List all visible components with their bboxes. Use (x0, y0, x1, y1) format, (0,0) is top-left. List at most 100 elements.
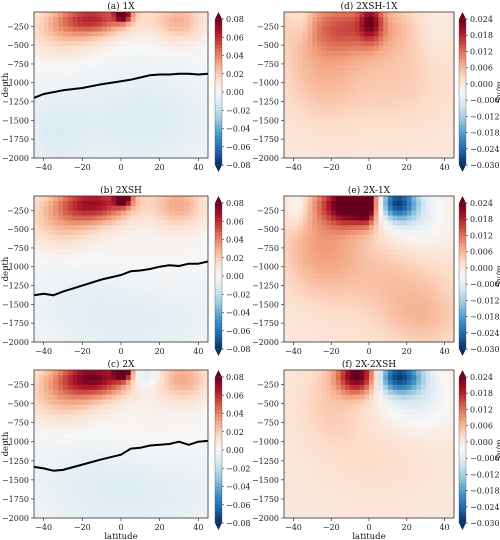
heatmap-cell (354, 104, 361, 110)
heatmap-cell (53, 488, 59, 494)
heatmap-cell (48, 50, 54, 57)
heatmap-cell (298, 269, 304, 275)
heatmap-cell (288, 312, 295, 319)
heatmap-cell (34, 513, 40, 519)
heatmap-cell (130, 85, 137, 91)
heatmap-cell (38, 283, 45, 290)
heatmap-cell (411, 153, 417, 159)
heatmap-cell (130, 322, 137, 328)
heatmap-cell (402, 89, 408, 96)
heatmap-cell (43, 293, 50, 299)
heatmap-cell (101, 239, 108, 246)
heatmap-cell (140, 312, 146, 319)
heatmap-cell (439, 60, 446, 67)
heatmap-cell (449, 80, 455, 86)
heatmap-cell (420, 133, 427, 140)
heatmap-cell (425, 153, 431, 159)
heatmap-cell (288, 41, 295, 47)
heatmap-cell (154, 153, 161, 159)
heatmap-cell (111, 414, 117, 420)
heatmap-cell (188, 473, 195, 480)
heatmap-cell (411, 114, 417, 120)
heatmap-cell (43, 46, 50, 52)
heatmap-cell (164, 399, 170, 406)
heatmap-cell (284, 293, 290, 299)
heatmap-cell (179, 244, 185, 251)
heatmap-cell (302, 317, 309, 324)
heatmap-cell (392, 119, 398, 125)
heatmap-cell (435, 75, 441, 81)
heatmap-cell (435, 46, 441, 52)
heatmap-cell (87, 104, 93, 110)
heatmap-cell (145, 65, 151, 71)
heatmap-cell (67, 399, 74, 406)
heatmap-cell (77, 128, 83, 135)
heatmap-cell (38, 220, 45, 226)
heatmap-cell (430, 133, 436, 140)
heatmap-cell (43, 478, 50, 485)
heatmap-cell (34, 16, 40, 23)
heatmap-cell (145, 41, 151, 47)
heatmap-cell (312, 225, 318, 231)
heatmap-cell (77, 513, 83, 519)
colorbar-segment (215, 243, 222, 248)
heatmap-cell (77, 498, 83, 504)
heatmap-cell (130, 429, 137, 435)
heatmap-cell (420, 109, 427, 115)
heatmap-cell (58, 463, 64, 470)
heatmap-cell (77, 453, 83, 460)
heatmap-cell (164, 244, 170, 251)
heatmap-cell (34, 80, 40, 86)
heatmap-cell (345, 80, 351, 86)
heatmap-cell (92, 434, 98, 440)
heatmap-cell (82, 75, 88, 81)
heatmap-cell (38, 94, 45, 101)
heatmap-cell (140, 394, 146, 401)
heatmap-cell (449, 133, 455, 140)
heatmap-cell (130, 332, 137, 338)
heatmap-cell (302, 307, 309, 314)
heatmap-cell (193, 50, 199, 57)
heatmap-cell (321, 16, 328, 23)
heatmap-cell (402, 119, 408, 125)
heatmap-cell (34, 210, 40, 217)
heatmap-cell (307, 109, 313, 115)
heatmap-cell (169, 153, 175, 159)
heatmap-cell (38, 278, 45, 285)
heatmap-cell (72, 200, 79, 207)
heatmap-cell (53, 370, 59, 376)
heatmap-cell (397, 143, 403, 149)
heatmap-cell (58, 384, 64, 391)
heatmap-cell (63, 46, 69, 52)
heatmap-cell (63, 307, 69, 314)
heatmap-cell (164, 104, 170, 110)
heatmap-cell (121, 498, 127, 504)
heatmap-cell (43, 16, 50, 23)
heatmap-cell (164, 205, 170, 212)
heatmap-cell (150, 133, 156, 140)
heatmap-cell (392, 70, 398, 76)
heatmap-cell (307, 153, 313, 159)
heatmap-cell (87, 36, 93, 42)
heatmap-cell (179, 478, 185, 485)
heatmap-cell (411, 143, 417, 149)
heatmap-cell (307, 55, 313, 62)
heatmap-cell (77, 414, 83, 420)
heatmap-cell (101, 409, 108, 415)
heatmap-cell (48, 138, 54, 144)
heatmap-cell (364, 55, 370, 62)
colorbar-segment (215, 391, 222, 396)
heatmap-cell (203, 109, 209, 115)
heatmap-cell (77, 60, 83, 67)
heatmap-cell (53, 264, 59, 270)
heatmap-cell (169, 478, 175, 485)
heatmap-cell (63, 483, 69, 489)
heatmap-cell (145, 220, 151, 226)
heatmap-cell (121, 31, 127, 37)
heatmap-cell (72, 414, 79, 420)
heatmap-cell (174, 288, 180, 294)
heatmap-cell (284, 119, 290, 125)
colorbar-segment (459, 70, 466, 75)
heatmap-cell (179, 278, 185, 285)
heatmap-cell (63, 55, 69, 62)
